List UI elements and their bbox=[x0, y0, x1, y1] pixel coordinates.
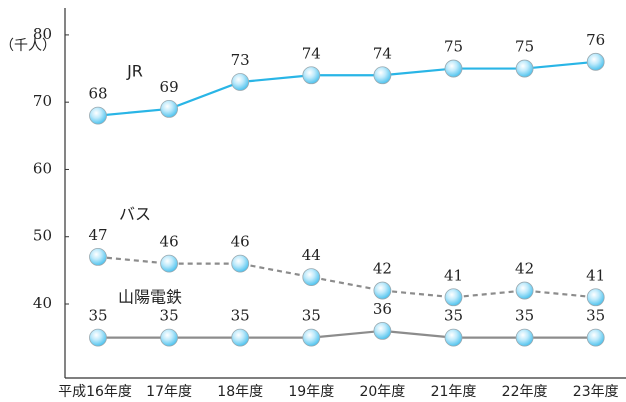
marker bbox=[160, 328, 179, 347]
x-tick-label: 22年度 bbox=[502, 384, 548, 400]
marker bbox=[586, 52, 605, 71]
data-label: 46 bbox=[231, 233, 250, 251]
marker bbox=[89, 248, 107, 266]
marker bbox=[302, 66, 321, 85]
x-tick-label: 18年度 bbox=[217, 384, 263, 400]
marker bbox=[89, 328, 107, 347]
marker bbox=[231, 73, 250, 91]
data-label: 35 bbox=[88, 307, 107, 325]
marker bbox=[373, 322, 392, 340]
data-label: 42 bbox=[373, 260, 392, 278]
data-label: 47 bbox=[88, 226, 107, 244]
marker bbox=[231, 328, 250, 347]
marker bbox=[515, 281, 534, 300]
data-label: 41 bbox=[444, 266, 463, 284]
data-label: 35 bbox=[160, 307, 179, 325]
series-line bbox=[97, 60, 596, 117]
marker bbox=[302, 268, 321, 286]
y-tick-label: 70 bbox=[33, 92, 52, 110]
series-line bbox=[97, 255, 596, 299]
data-label: 44 bbox=[302, 246, 321, 264]
x-tick-label: 23年度 bbox=[573, 384, 619, 400]
data-label: 35 bbox=[302, 307, 321, 325]
x-tick-label: 平成16年度 bbox=[58, 384, 132, 400]
marker bbox=[160, 254, 179, 273]
data-label: 75 bbox=[444, 38, 463, 56]
marker bbox=[89, 106, 107, 125]
series-name: 山陽電鉄 bbox=[118, 288, 182, 307]
marker bbox=[586, 288, 605, 307]
data-label: 35 bbox=[444, 307, 463, 325]
data-label: 35 bbox=[515, 307, 534, 325]
data-label: 75 bbox=[515, 38, 534, 56]
data-label: 74 bbox=[302, 44, 321, 62]
data-label: 74 bbox=[373, 44, 392, 62]
marker bbox=[302, 328, 321, 347]
y-tick-label: 60 bbox=[33, 159, 52, 177]
data-label: 41 bbox=[586, 266, 605, 284]
data-label: 76 bbox=[586, 31, 605, 49]
x-tick-label: 17年度 bbox=[146, 384, 192, 400]
data-label: 46 bbox=[160, 233, 179, 251]
y-tick-label: 80 bbox=[33, 25, 52, 43]
marker bbox=[373, 66, 392, 85]
data-label: 35 bbox=[231, 307, 250, 325]
data-label: 69 bbox=[160, 78, 179, 96]
data-label: 36 bbox=[373, 300, 392, 318]
x-tick-label: 19年度 bbox=[288, 384, 334, 400]
data-label: 68 bbox=[88, 85, 107, 103]
marker bbox=[160, 100, 179, 118]
series-line bbox=[98, 329, 596, 339]
series-name: JR bbox=[126, 62, 143, 81]
x-tick-label: 21年度 bbox=[431, 384, 477, 400]
data-label: 35 bbox=[586, 307, 605, 325]
data-label: 73 bbox=[231, 51, 250, 69]
marker bbox=[231, 254, 250, 273]
series-name: バス bbox=[119, 205, 151, 224]
y-tick-label: 50 bbox=[33, 227, 52, 245]
marker bbox=[444, 328, 463, 347]
marker bbox=[515, 328, 534, 347]
y-tick-label: 40 bbox=[33, 294, 52, 312]
marker bbox=[444, 288, 463, 307]
marker bbox=[444, 59, 463, 78]
data-label: 42 bbox=[515, 260, 534, 278]
marker bbox=[373, 281, 392, 300]
marker bbox=[586, 328, 605, 347]
x-tick-label: 20年度 bbox=[359, 384, 405, 400]
marker bbox=[515, 59, 534, 78]
y-axis-unit: （千人） bbox=[0, 38, 56, 54]
